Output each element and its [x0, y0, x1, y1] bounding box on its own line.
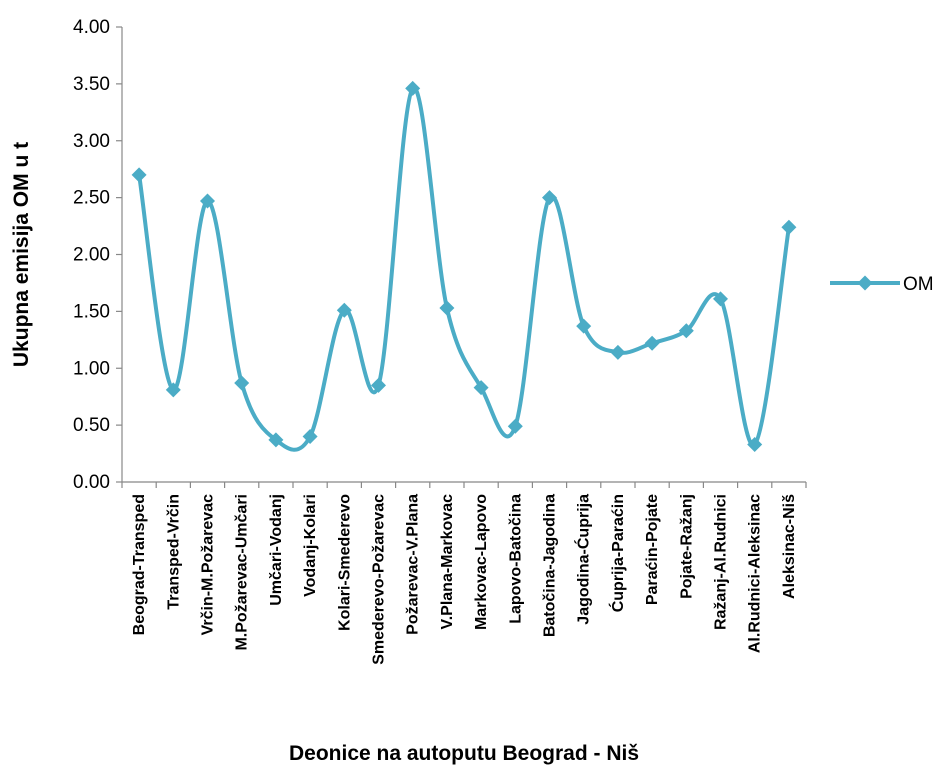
x-category-label: Aleksinac-Niš [781, 494, 798, 599]
data-point [542, 190, 557, 206]
x-category-label: Lapovo-Batočina [507, 494, 524, 624]
x-axis-title: Deonice na autoputu Beograd - Niš [289, 742, 639, 765]
x-category-label: Transped-Vrčin [165, 494, 182, 610]
data-point [610, 344, 626, 360]
x-category-label: Al.Rudnici-Aleksinac [747, 494, 764, 653]
x-category-label: M.Požarevac-Umčari [234, 494, 251, 651]
x-category-label: Ćuprija-Paraćin [608, 494, 627, 612]
data-point [200, 193, 215, 209]
data-point [165, 382, 181, 398]
x-category-label: Pojate-Ražanj [678, 494, 695, 599]
y-tick-label: 1.00 [73, 358, 110, 379]
y-tick-label: 1.50 [73, 301, 110, 322]
y-ticks: 0.00 0.50 1.00 1.50 2.00 2.50 3.00 3.50 4.00 [73, 17, 122, 493]
x-category-label: Batočina-Jagodina [542, 494, 559, 637]
data-point [268, 432, 284, 448]
x-category-label: Beograd-Transped [131, 494, 148, 635]
series-line-om [137, 86, 791, 452]
data-point [678, 323, 694, 339]
x-category-label: Markovac-Lapovo [473, 494, 490, 630]
data-point [781, 219, 797, 235]
legend-label-om: OM [903, 274, 934, 295]
legend-marker-om [857, 275, 873, 291]
series-layer [131, 80, 797, 452]
data-point [439, 300, 455, 316]
x-category-label: Smederevo-Požarevac [371, 494, 388, 665]
y-tick-label: 4.00 [73, 17, 110, 38]
data-point [507, 418, 523, 434]
data-point [713, 291, 728, 307]
x-category-label: V.Plana-Markovac [439, 494, 456, 630]
data-point [473, 380, 489, 396]
x-category-label: Paraćin-Pojate [644, 494, 661, 605]
x-category-label: Jagodina-Ćuprija [574, 494, 593, 625]
y-tick-label: 0.00 [73, 472, 110, 493]
data-point [131, 167, 147, 183]
x-ticks: Beograd-Transped Transped-Vrčin Vrčin-M.Po… [121, 482, 807, 665]
data-point [336, 302, 352, 318]
data-point [234, 375, 250, 391]
y-axis-title: Ukupna emisija OM u t [10, 142, 33, 367]
data-point [405, 80, 421, 96]
y-tick-label: 2.50 [73, 188, 110, 209]
data-point [747, 436, 763, 452]
axes: 0.00 0.50 1.00 1.50 2.00 2.50 3.00 3.50 4.00 Beo… [73, 17, 807, 665]
x-category-label: Požarevac-V.Plana [405, 494, 422, 635]
y-tick-label: 0.50 [73, 415, 110, 436]
y-tick-label: 2.00 [73, 245, 110, 266]
x-category-label: Kolari-Smederevo [336, 494, 353, 631]
data-point [371, 377, 386, 393]
x-category-label: Ražanj-Al.Rudnici [713, 494, 730, 630]
data-point [644, 335, 660, 351]
x-category-label: Umčari-Vodanj [268, 494, 285, 606]
data-point [302, 429, 318, 444]
legend: OM [830, 274, 934, 295]
x-category-label: Vrčin-M.Požarevac [200, 494, 217, 636]
x-category-label: Vodanj-Kolari [302, 494, 319, 597]
data-point [576, 318, 592, 334]
y-tick-label: 3.00 [73, 131, 110, 152]
y-tick-label: 3.50 [73, 74, 110, 95]
